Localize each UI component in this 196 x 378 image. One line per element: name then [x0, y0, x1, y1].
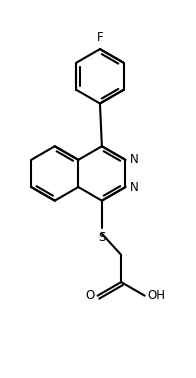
Text: N: N: [130, 153, 139, 166]
Text: OH: OH: [148, 289, 166, 302]
Text: S: S: [98, 231, 106, 244]
Text: F: F: [97, 31, 103, 44]
Text: N: N: [130, 181, 139, 194]
Text: O: O: [85, 289, 95, 302]
